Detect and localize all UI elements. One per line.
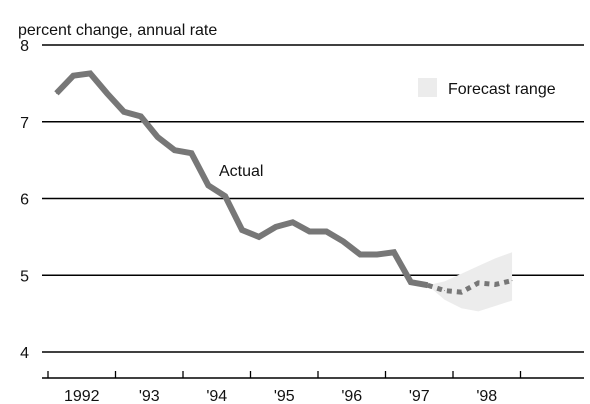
data-point: [241, 229, 243, 231]
data-point: [174, 149, 176, 151]
forecast-series-line: [426, 278, 513, 295]
data-point: [460, 291, 462, 293]
data-point: [309, 231, 311, 233]
data-point: [72, 75, 74, 77]
data-point: [190, 152, 192, 154]
data-point: [494, 283, 496, 285]
data-point: [393, 251, 395, 253]
y-tick-label: 7: [20, 115, 29, 132]
y-tick-label: 4: [20, 345, 29, 362]
x-axis: 1992 '93 '94 '95 '96 '97 '98: [42, 371, 584, 404]
data-point: [342, 240, 344, 242]
y-tick-labels: 4 5 6 7 8: [20, 38, 29, 362]
x-tick-label: '97: [409, 388, 430, 404]
y-axis-label: percent change, annual rate: [18, 22, 217, 39]
y-tick-label: 5: [20, 268, 29, 285]
x-tick-label: '98: [476, 388, 497, 404]
x-tick-label: '93: [139, 388, 160, 404]
data-point: [258, 236, 260, 238]
data-point: [106, 92, 108, 94]
data-point: [89, 72, 91, 74]
data-point: [444, 290, 446, 292]
data-point: [275, 226, 277, 228]
series-layer: [54, 70, 513, 295]
data-point: [207, 184, 209, 186]
data-point: [224, 195, 226, 197]
y-tick-label: 6: [20, 192, 29, 209]
data-point: [427, 284, 429, 286]
legend-label: Forecast range: [448, 81, 556, 98]
data-point: [157, 136, 159, 138]
data-point: [477, 282, 479, 284]
x-tick-label: '95: [274, 388, 295, 404]
data-point: [376, 254, 378, 256]
data-point: [359, 254, 361, 256]
data-point: [410, 281, 412, 283]
y-tick-label: 8: [20, 38, 29, 55]
x-tick-label: '96: [341, 388, 362, 404]
forecast-range-layer: [427, 252, 513, 312]
data-point: [55, 92, 57, 94]
data-point: [140, 115, 142, 117]
x-tick-label: '94: [206, 388, 227, 404]
actual-annotation: Actual: [219, 163, 263, 180]
data-point: [292, 221, 294, 223]
data-point: [511, 280, 513, 282]
x-tick-label: 1992: [64, 388, 100, 404]
legend-swatch: [418, 78, 437, 97]
forecast-range-band: [427, 252, 513, 312]
data-point: [325, 231, 327, 233]
data-point: [123, 111, 125, 113]
